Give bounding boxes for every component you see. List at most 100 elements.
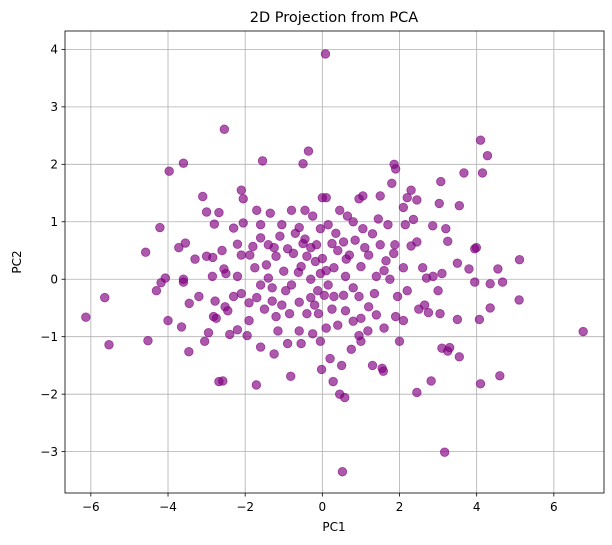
scatter-point bbox=[263, 273, 274, 283]
scatter-point bbox=[454, 200, 465, 211]
scatter-point bbox=[452, 258, 463, 268]
grid-lines bbox=[65, 31, 604, 493]
scatter-point bbox=[389, 248, 399, 259]
x-axis: −6 −4 −2 0 2 4 6 bbox=[82, 493, 558, 514]
scatter-point bbox=[379, 265, 389, 276]
scatter-point bbox=[454, 352, 465, 362]
scatter-point bbox=[273, 326, 283, 336]
scatter-point bbox=[485, 303, 495, 313]
scatter-point bbox=[261, 260, 272, 270]
scatter-point bbox=[308, 211, 318, 221]
scatter-point bbox=[238, 218, 248, 228]
scatter-point bbox=[426, 376, 436, 386]
scatter-point bbox=[315, 223, 326, 234]
scatter-point bbox=[373, 214, 383, 224]
scatter-point bbox=[578, 326, 588, 337]
scatter-point bbox=[302, 309, 312, 319]
scatter-point bbox=[379, 323, 389, 333]
scatter-point bbox=[267, 296, 277, 306]
scatter-point bbox=[178, 277, 189, 287]
y-tick-label: 3 bbox=[50, 100, 58, 114]
scatter-point bbox=[194, 291, 204, 302]
scatter-point bbox=[323, 280, 333, 290]
scatter-point bbox=[367, 360, 378, 371]
scatter-point bbox=[218, 376, 228, 386]
scatter-point bbox=[482, 150, 493, 161]
scatter-point bbox=[417, 263, 428, 273]
scatter-point bbox=[282, 338, 293, 349]
scatter-point bbox=[358, 191, 368, 201]
scatter-point bbox=[244, 315, 254, 326]
scatter-point bbox=[100, 292, 110, 303]
scatter-point bbox=[298, 238, 308, 249]
y-tick-label: 4 bbox=[50, 43, 58, 57]
scatter-point bbox=[286, 280, 297, 290]
scatter-point bbox=[375, 240, 385, 250]
scatter-point bbox=[300, 205, 310, 215]
scatter-point bbox=[265, 208, 275, 218]
scatter-point bbox=[390, 240, 400, 250]
scatter-point bbox=[331, 228, 341, 238]
scatter-point bbox=[514, 255, 525, 265]
scatter-point bbox=[156, 277, 166, 288]
scatter-point bbox=[306, 292, 316, 303]
scatter-point bbox=[427, 221, 438, 231]
scatter-point bbox=[316, 364, 327, 375]
scatter-point bbox=[236, 288, 247, 299]
scatter-point bbox=[398, 263, 409, 273]
scatter-point bbox=[214, 207, 224, 218]
scatter-point bbox=[164, 166, 174, 176]
scatter-point bbox=[441, 223, 451, 234]
scatter-point bbox=[336, 360, 347, 371]
y-axis: −3 −2 −1 0 1 2 3 4 bbox=[40, 43, 65, 459]
scatter-point bbox=[255, 233, 266, 243]
scatter-point bbox=[288, 248, 299, 259]
scatter-point bbox=[294, 297, 304, 307]
scatter-point bbox=[408, 214, 419, 225]
scatter-point bbox=[275, 231, 285, 241]
y-tick-label: −1 bbox=[40, 330, 58, 344]
scatter-point bbox=[311, 240, 322, 250]
scatter-point bbox=[104, 340, 114, 350]
scatter-point bbox=[421, 273, 432, 283]
scatter-point bbox=[383, 219, 393, 230]
scatter-point bbox=[387, 178, 397, 188]
scatter-point bbox=[198, 191, 208, 202]
scatter-point bbox=[452, 314, 463, 325]
data-points bbox=[81, 49, 588, 477]
scatter-point bbox=[398, 202, 409, 213]
scatter-point bbox=[309, 300, 320, 310]
scatter-point bbox=[477, 168, 488, 178]
scatter-point bbox=[163, 315, 173, 326]
scatter-point bbox=[356, 261, 366, 272]
scatter-point bbox=[375, 191, 385, 201]
scatter-point bbox=[354, 330, 364, 341]
scatter-point bbox=[436, 176, 446, 187]
scatter-point bbox=[252, 292, 262, 303]
scatter-point bbox=[367, 229, 378, 239]
scatter-point bbox=[394, 336, 405, 346]
scatter-point bbox=[255, 219, 266, 230]
scatter-point bbox=[210, 296, 220, 306]
scatter-point bbox=[470, 244, 480, 254]
scatter-point bbox=[475, 135, 486, 145]
scatter-point bbox=[443, 346, 453, 356]
scatter-point bbox=[437, 268, 447, 279]
y-axis-label: PC2 bbox=[10, 250, 24, 273]
x-tick-label: −4 bbox=[159, 500, 177, 514]
scatter-point bbox=[245, 250, 255, 260]
scatter-point bbox=[174, 242, 184, 253]
scatter-point bbox=[464, 264, 474, 274]
scatter-point bbox=[320, 49, 331, 59]
scatter-point bbox=[423, 307, 434, 318]
scatter-point bbox=[327, 304, 337, 314]
x-tick-label: 0 bbox=[319, 500, 327, 514]
scatter-point bbox=[267, 283, 277, 293]
scatter-point bbox=[277, 300, 287, 310]
scatter-point bbox=[315, 336, 326, 346]
scatter-point bbox=[329, 263, 339, 273]
scatter-point bbox=[390, 164, 401, 174]
scatter-point bbox=[225, 329, 235, 340]
scatter-point bbox=[176, 322, 187, 332]
scatter-point bbox=[228, 223, 239, 233]
